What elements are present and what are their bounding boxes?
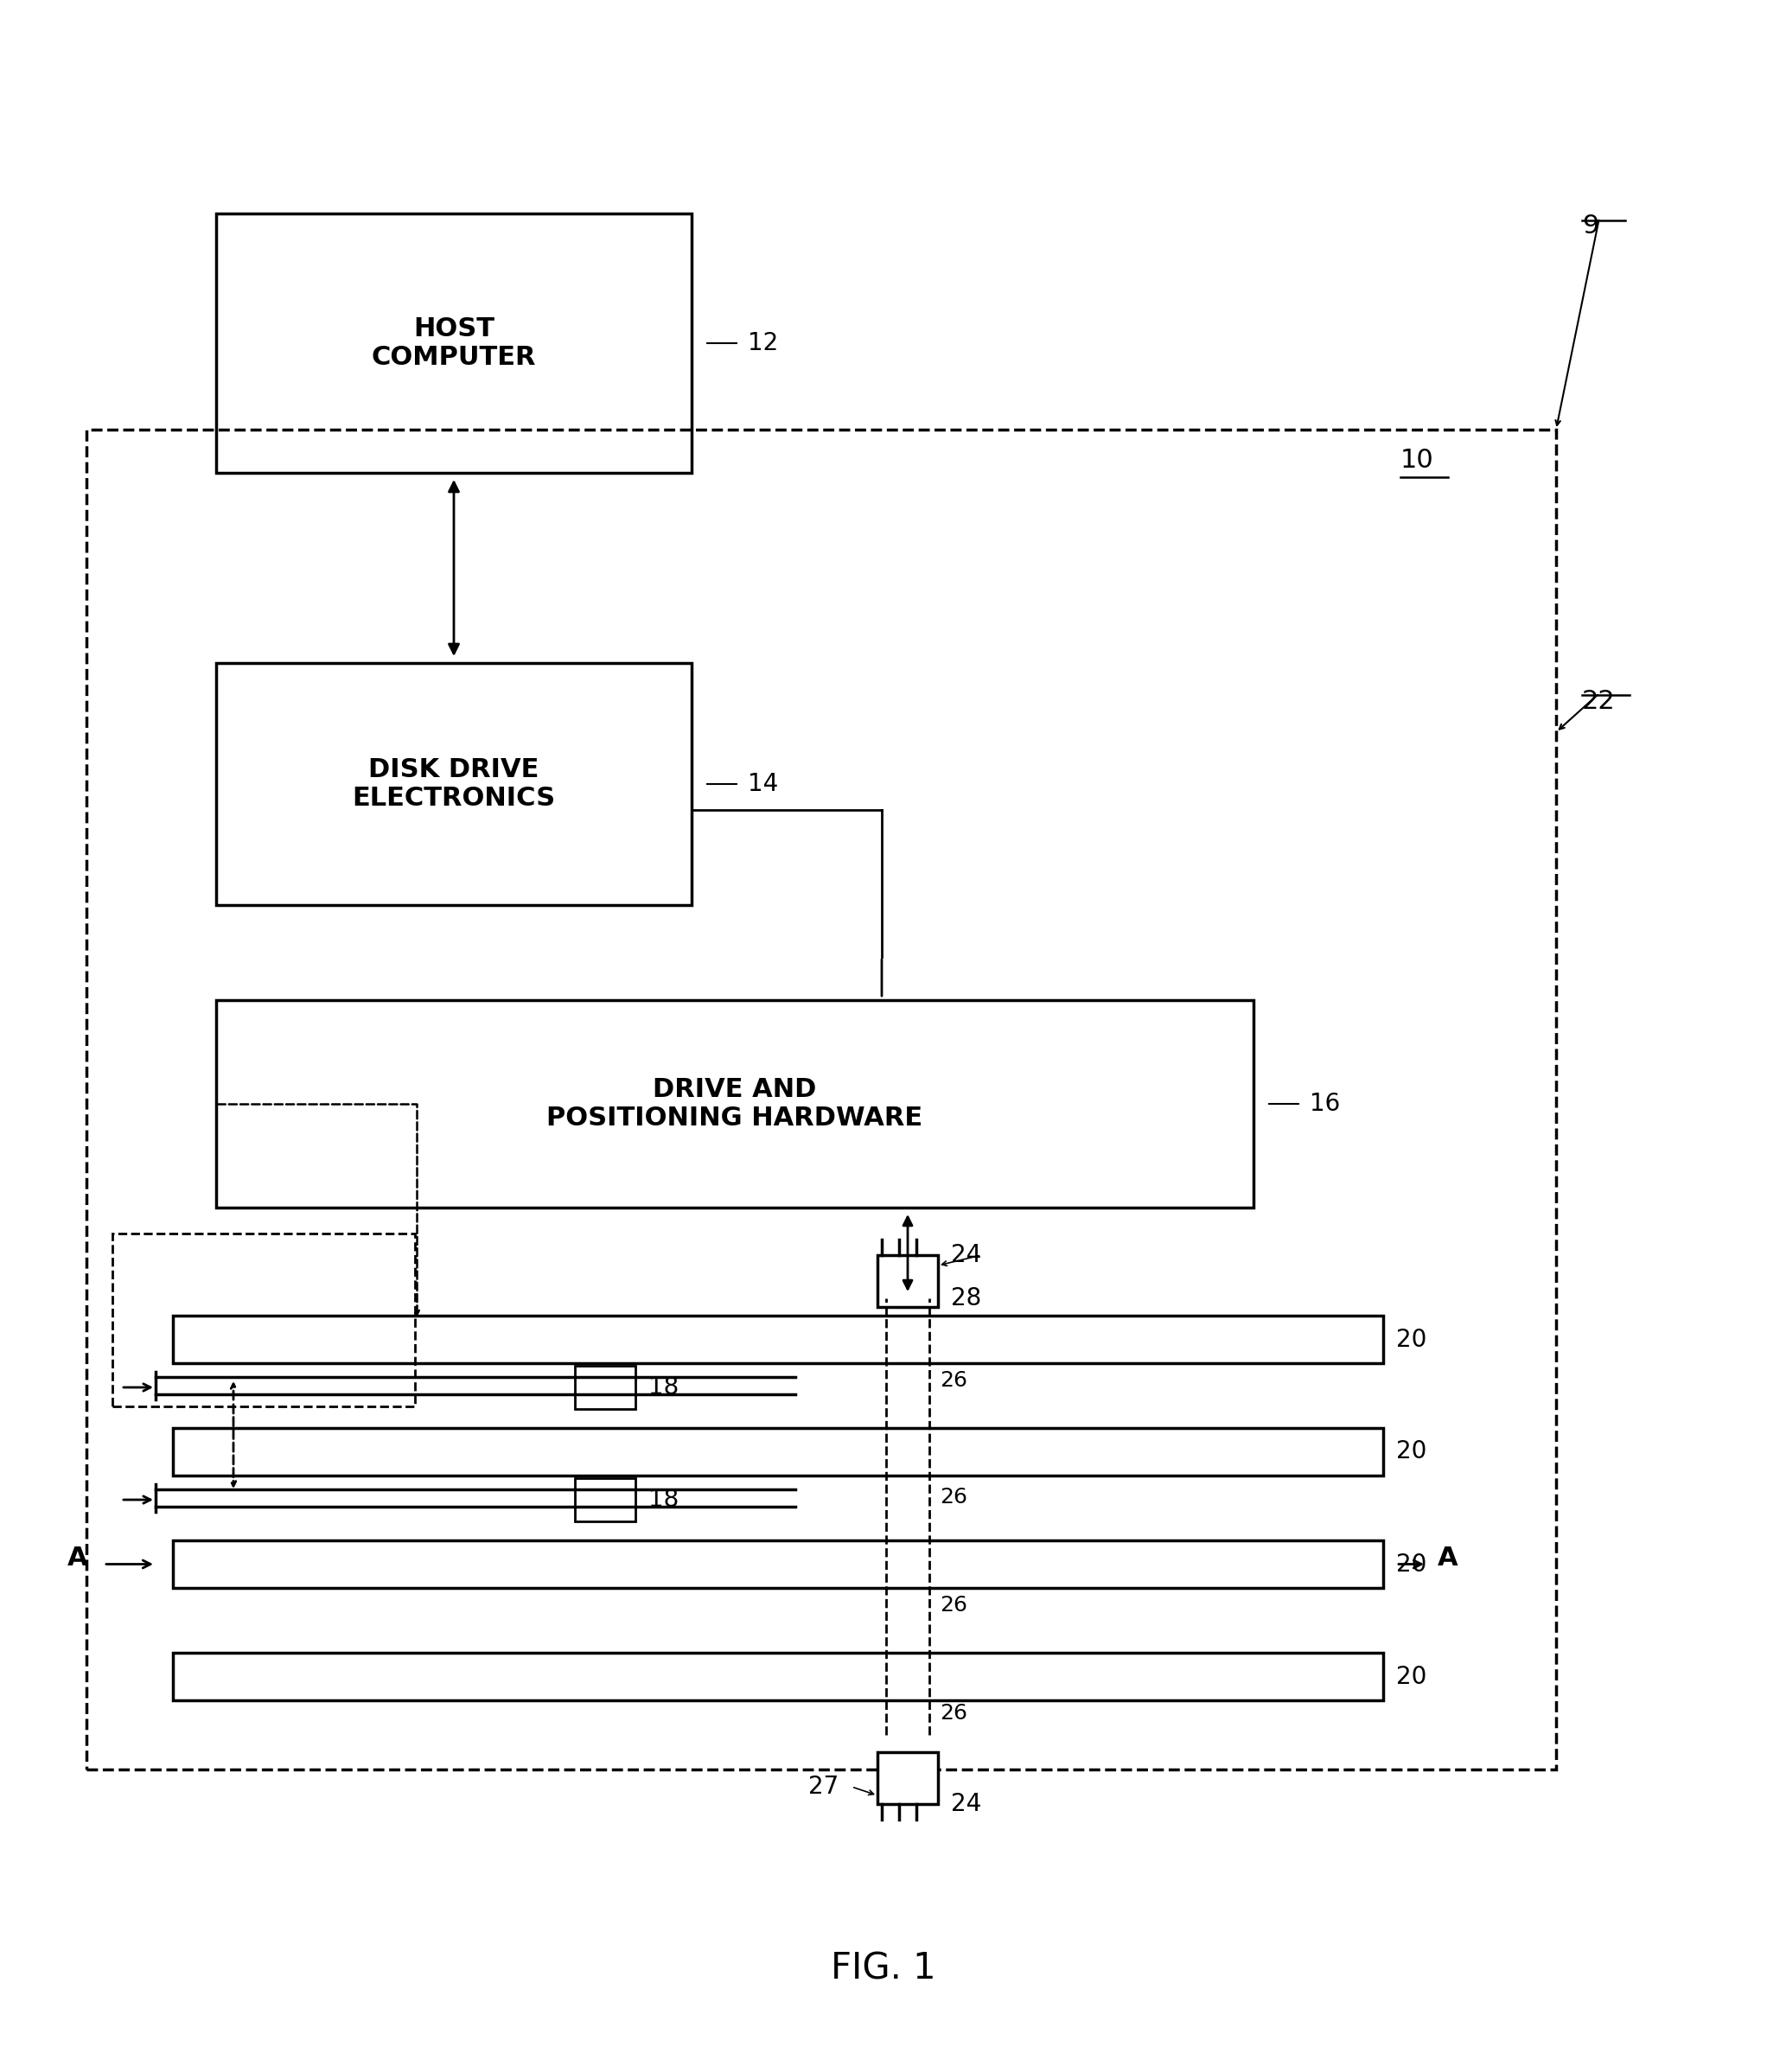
Text: A: A bbox=[67, 1546, 88, 1571]
Text: DISK DRIVE
ELECTRONICS: DISK DRIVE ELECTRONICS bbox=[352, 756, 555, 810]
FancyBboxPatch shape bbox=[878, 1256, 938, 1307]
FancyBboxPatch shape bbox=[216, 663, 691, 905]
Text: 24: 24 bbox=[951, 1243, 981, 1268]
Text: 26: 26 bbox=[940, 1370, 967, 1390]
Text: 12: 12 bbox=[747, 332, 777, 354]
Text: 20: 20 bbox=[1396, 1552, 1426, 1577]
Text: 18: 18 bbox=[648, 1488, 679, 1513]
Text: 24: 24 bbox=[951, 1792, 981, 1817]
Text: 20: 20 bbox=[1396, 1440, 1426, 1465]
Text: 16: 16 bbox=[1309, 1092, 1339, 1117]
FancyBboxPatch shape bbox=[878, 1753, 938, 1805]
Text: 18: 18 bbox=[648, 1376, 679, 1399]
FancyBboxPatch shape bbox=[574, 1365, 636, 1409]
FancyBboxPatch shape bbox=[216, 213, 691, 472]
Text: 28: 28 bbox=[951, 1287, 981, 1310]
FancyBboxPatch shape bbox=[173, 1316, 1384, 1363]
FancyBboxPatch shape bbox=[574, 1477, 636, 1521]
FancyBboxPatch shape bbox=[173, 1428, 1384, 1475]
FancyBboxPatch shape bbox=[216, 1001, 1253, 1208]
FancyBboxPatch shape bbox=[173, 1539, 1384, 1587]
Text: 26: 26 bbox=[940, 1488, 967, 1508]
Text: 27: 27 bbox=[808, 1774, 839, 1798]
Text: 9: 9 bbox=[1581, 213, 1599, 238]
Text: 20: 20 bbox=[1396, 1664, 1426, 1689]
Text: 26: 26 bbox=[940, 1703, 967, 1724]
Text: FIG. 1: FIG. 1 bbox=[830, 1950, 937, 1987]
Text: 22: 22 bbox=[1581, 688, 1615, 715]
Text: 20: 20 bbox=[1396, 1328, 1426, 1351]
Text: DRIVE AND
POSITIONING HARDWARE: DRIVE AND POSITIONING HARDWARE bbox=[546, 1077, 922, 1131]
Text: 10: 10 bbox=[1401, 448, 1435, 472]
Text: HOST
COMPUTER: HOST COMPUTER bbox=[371, 317, 535, 371]
Text: 26: 26 bbox=[940, 1595, 967, 1616]
FancyBboxPatch shape bbox=[173, 1653, 1384, 1701]
Text: A: A bbox=[1438, 1546, 1458, 1571]
Text: 14: 14 bbox=[747, 773, 777, 796]
